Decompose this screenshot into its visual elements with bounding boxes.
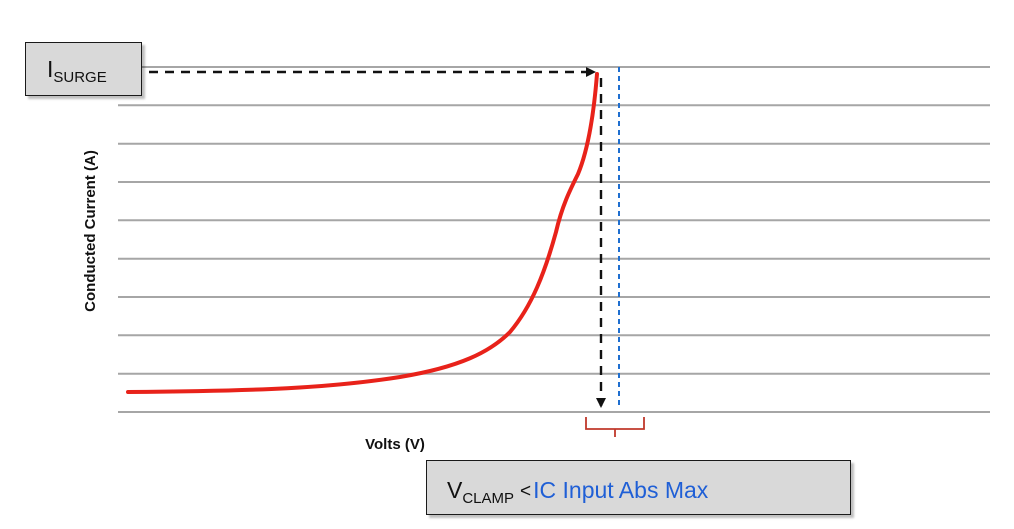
less-than-sign: < xyxy=(520,481,532,502)
vclamp-symbol: V xyxy=(447,477,463,503)
abs-max-limit-text: IC Input Abs Max xyxy=(533,477,709,503)
gridlines xyxy=(118,66,990,413)
clamp-range-bracket xyxy=(585,417,645,437)
vclamp-label-box: VCLAMP <IC Input Abs Max xyxy=(426,460,851,515)
iv-curve xyxy=(126,72,599,394)
vclamp-subscript: CLAMP xyxy=(462,490,515,507)
isurge-symbol: I xyxy=(47,56,54,82)
isurge-subscript: SURGE xyxy=(53,69,107,86)
isurge-label-box: ISURGE xyxy=(25,42,142,96)
x-axis-label: Volts (V) xyxy=(365,436,425,453)
y-axis-label: Conducted Current (A) xyxy=(82,150,99,312)
